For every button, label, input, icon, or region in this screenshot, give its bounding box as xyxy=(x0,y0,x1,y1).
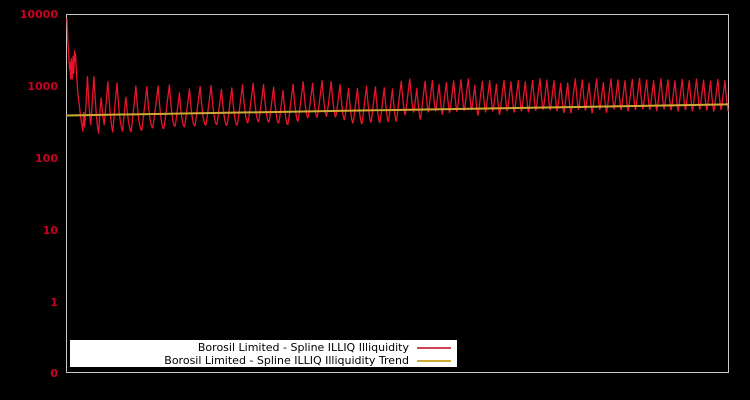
ytick-label-0: 0 xyxy=(50,367,58,380)
ytick-label-100: 100 xyxy=(35,152,58,165)
legend-item-trend: Borosil Limited - Spline ILLIQ Illiquidi… xyxy=(70,354,457,367)
plot-frame xyxy=(66,14,729,373)
chart-legend: Borosil Limited - Spline ILLIQ Illiquidi… xyxy=(70,340,457,367)
ytick-label-1: 1 xyxy=(50,296,58,309)
legend-swatch-illiquidity xyxy=(417,346,451,349)
illiquidity-trend-line xyxy=(66,103,729,117)
legend-swatch-trend xyxy=(417,359,451,362)
illiquidity-line xyxy=(66,18,729,135)
legend-label-illiquidity: Borosil Limited - Spline ILLIQ Illiquidi… xyxy=(197,340,409,354)
ytick-label-10: 10 xyxy=(42,224,58,237)
ytick-label-1000: 1000 xyxy=(27,80,58,93)
legend-item-illiquidity: Borosil Limited - Spline ILLIQ Illiquidi… xyxy=(70,341,457,354)
legend-label-trend: Borosil Limited - Spline ILLIQ Illiquidi… xyxy=(164,353,409,367)
ytick-label-10000: 10000 xyxy=(19,8,58,21)
